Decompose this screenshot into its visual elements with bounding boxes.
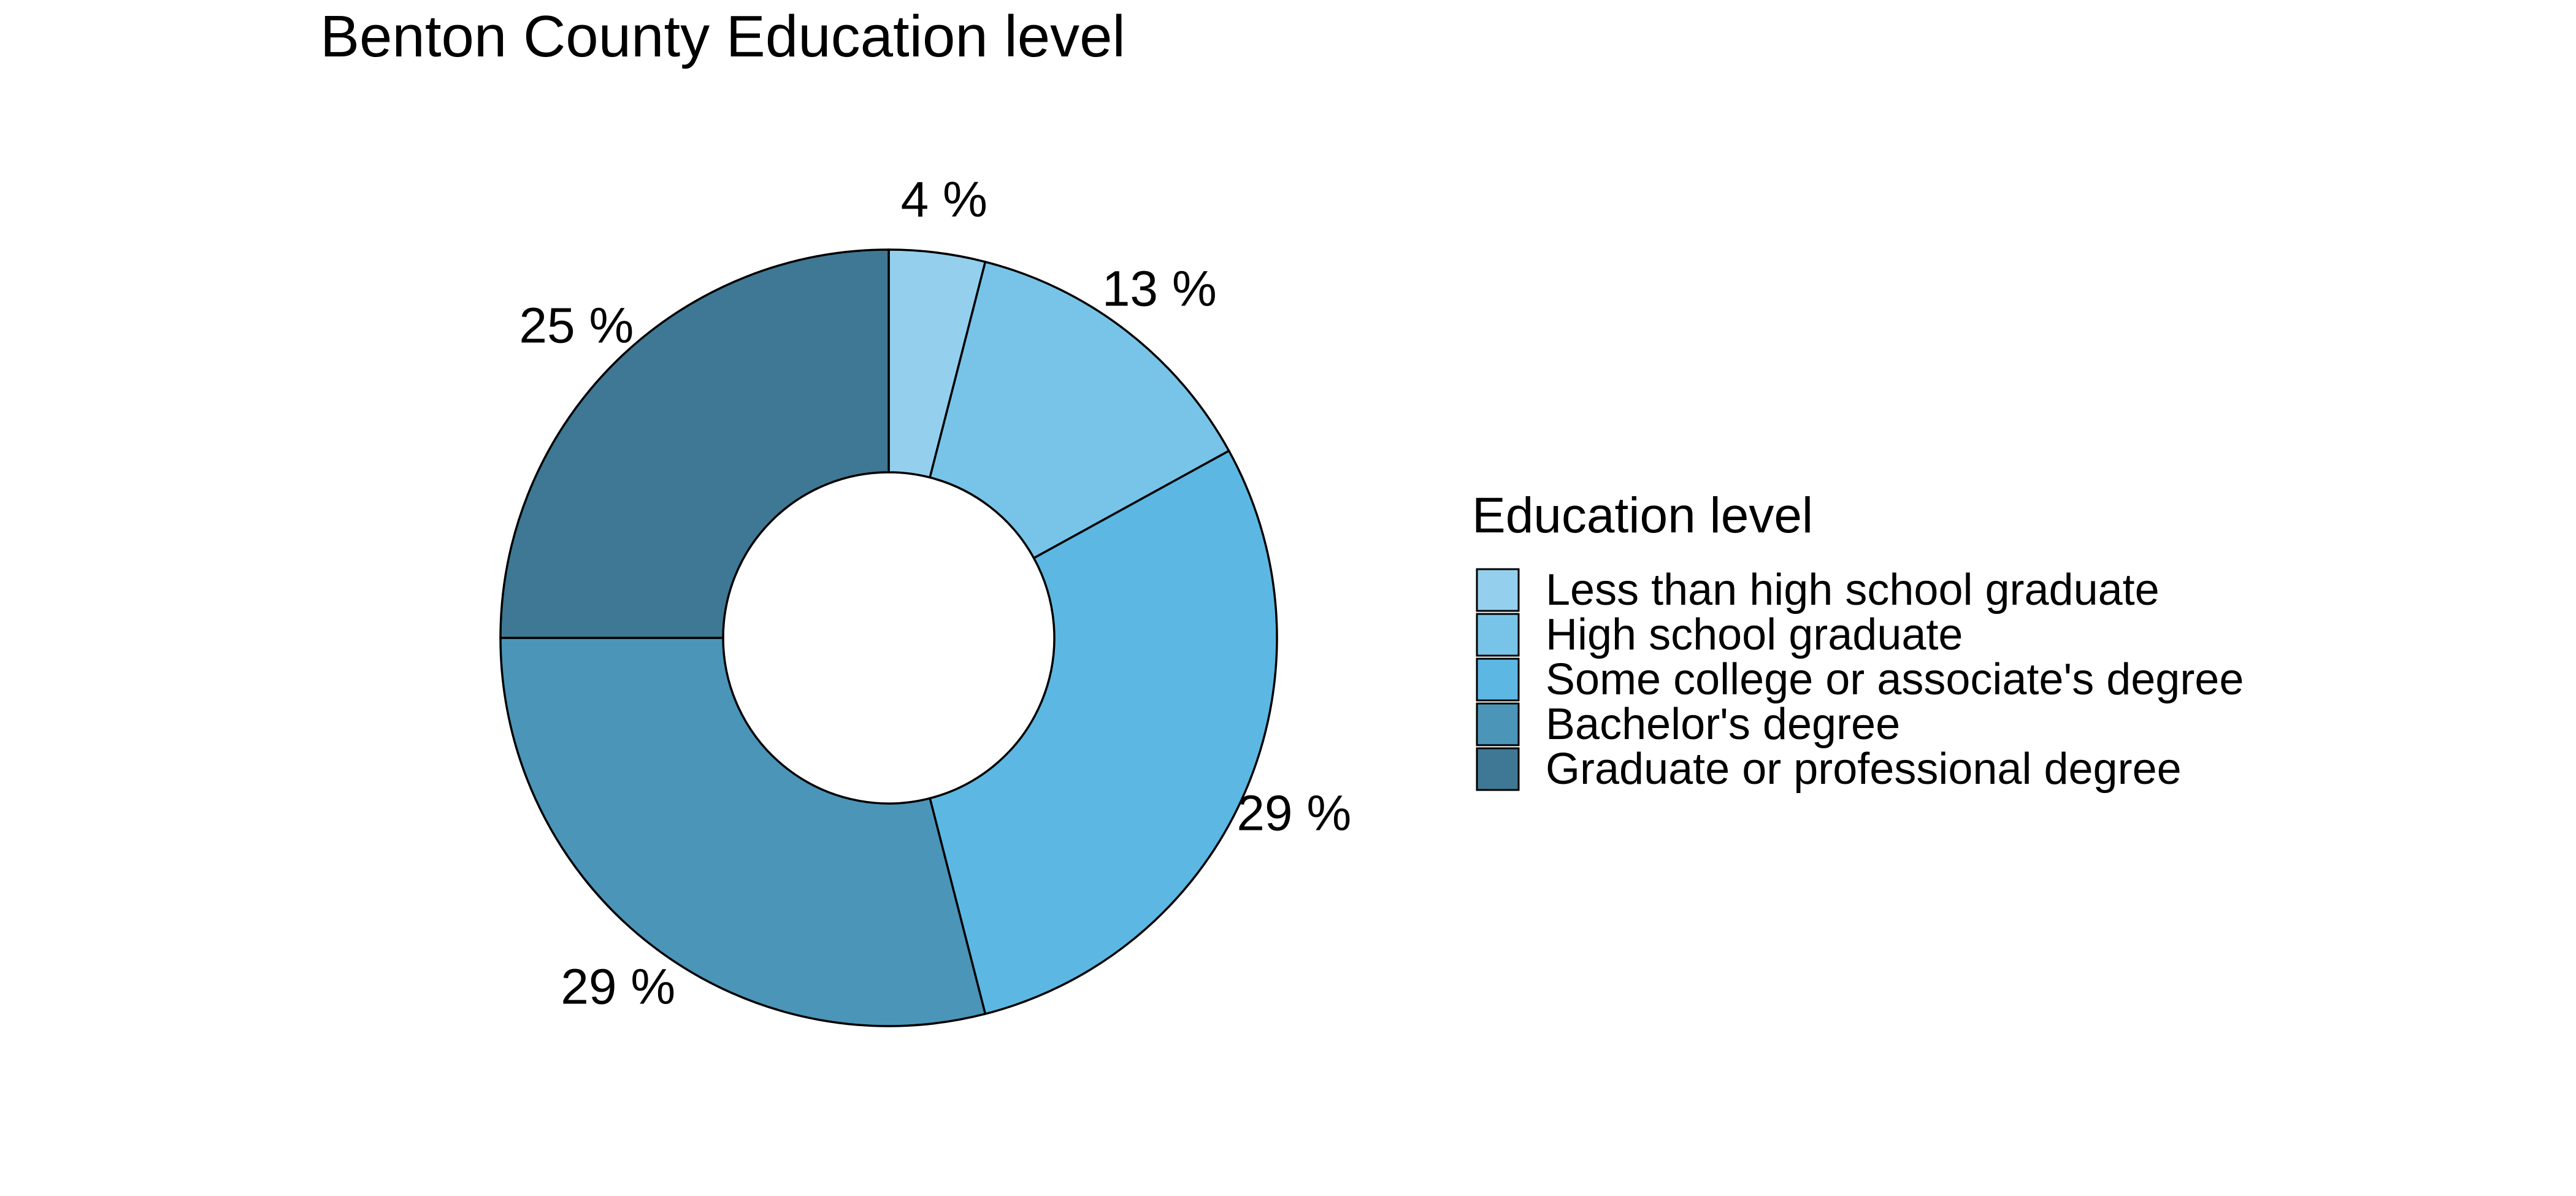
slice-bachelor-s-degree (499, 637, 987, 1027)
slice-labels: 4 % 13 % 29 % 29 % 25 % (519, 172, 1351, 1014)
slice-label-less-than-high-school-graduate: 4 % (901, 172, 987, 228)
legend-label-some-college-or-associate-s-degree: Some college or associate's degree (1546, 655, 2244, 704)
donut-slices (499, 248, 1278, 1027)
legend-label-bachelor-s-degree: Bachelor's degree (1546, 700, 1900, 749)
slice-label-graduate-or-professional-degree: 25 % (519, 297, 634, 353)
slice-some-college-or-associate-s-degree (929, 449, 1278, 1016)
slice-graduate-or-professional-degree (499, 248, 890, 639)
slice-label-some-college-or-associate-s-degree: 29 % (1236, 785, 1351, 841)
legend-title: Education level (1472, 488, 1813, 543)
slice-label-high-school-graduate: 13 % (1102, 261, 1217, 317)
legend-item-graduate-or-professional-degree: Graduate or professional degree (1476, 745, 2182, 794)
legend-swatch-graduate-or-professional-degree (1476, 747, 1520, 791)
slice-label-bachelor-s-degree: 29 % (561, 959, 675, 1014)
legend-swatch-bachelor-s-degree (1476, 702, 1520, 746)
chart-title: Benton County Education level (320, 4, 1125, 69)
legend-label-graduate-or-professional-degree: Graduate or professional degree (1546, 745, 2182, 794)
legend-swatch-high-school-graduate (1476, 613, 1520, 657)
legend-label-high-school-graduate: High school graduate (1546, 610, 1963, 659)
legend-item-high-school-graduate: High school graduate (1476, 610, 1963, 659)
legend-label-less-than-high-school-graduate: Less than high school graduate (1546, 565, 2160, 615)
legend-swatch-less-than-high-school-graduate (1476, 568, 1520, 612)
legend-item-some-college-or-associate-s-degree: Some college or associate's degree (1476, 655, 2244, 704)
legend-item-bachelor-s-degree: Bachelor's degree (1476, 700, 1900, 749)
legend: Education level Less than high school gr… (1472, 488, 2244, 794)
legend-item-less-than-high-school-graduate: Less than high school graduate (1476, 565, 2160, 615)
legend-swatch-some-college-or-associate-s-degree (1476, 657, 1520, 702)
slice-high-school-graduate (929, 260, 1231, 560)
